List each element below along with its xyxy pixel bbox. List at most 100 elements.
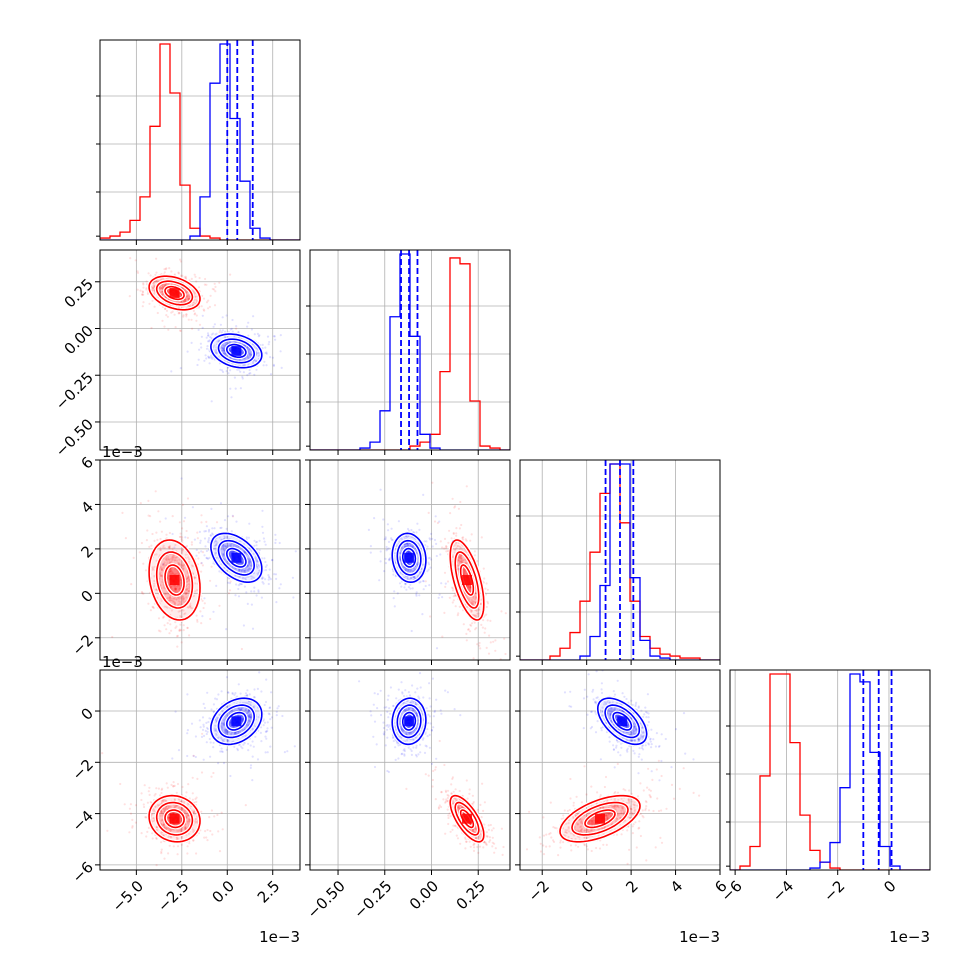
grid — [100, 459, 300, 660]
histogram-blue-2 — [520, 463, 720, 660]
peak-marker — [462, 813, 473, 824]
x-tick-label: 0 — [880, 877, 899, 896]
contour-blue-0 — [391, 697, 427, 746]
scatter-panel-2-0 — [95, 459, 301, 665]
x-tick-label: 0.25 — [453, 877, 489, 913]
x-tick-labels-col-2: −2 0 2 4 61e−3 — [525, 877, 731, 946]
axes-frame — [519, 669, 721, 871]
x-offset-label-col-3: 1e−3 — [889, 928, 930, 946]
y-tick-labels-row-3: −6 −4 −2 0 1e−3 — [69, 653, 143, 887]
contour-red-1 — [454, 551, 480, 609]
contour-red-0 — [148, 794, 201, 843]
peak-marker — [169, 287, 180, 298]
x-tick-label: −2 — [820, 877, 848, 905]
histogram-red-2 — [520, 463, 720, 660]
contour-red-1 — [155, 280, 194, 306]
scatter-panel-1-0 — [95, 249, 301, 455]
y-tick-label: 2 — [78, 542, 97, 561]
scatter-panel-3-0 — [95, 669, 301, 875]
grid — [310, 670, 510, 870]
contour-red-0 — [148, 275, 201, 311]
x-tick-labels-col-3: −6 −4 −2 01e−3 — [718, 877, 930, 946]
hist-panel-2 — [516, 459, 721, 665]
x-tick-label: −5.0 — [109, 877, 147, 915]
y-tick-label: 0.25 — [61, 275, 97, 311]
contour-red-1 — [454, 801, 480, 836]
y-tick-labels-row-1: −0.50−0.25 0.00 0.25 — [52, 275, 97, 460]
contour-blue-1 — [217, 338, 256, 364]
y-tick-label: −4 — [69, 807, 97, 835]
contour-blue-1 — [396, 539, 422, 576]
peak-marker — [617, 716, 628, 727]
y-tick-label: −2 — [69, 756, 97, 784]
histogram-red-3 — [730, 673, 930, 870]
peak-marker — [231, 716, 242, 727]
contour-blue-1 — [604, 704, 641, 739]
contour-blue-0 — [210, 532, 263, 583]
peak-marker — [404, 716, 415, 727]
hist-panel-3 — [726, 669, 931, 875]
axes-frame — [729, 669, 931, 871]
hist-panel-0 — [96, 39, 301, 245]
contour-red-1 — [155, 801, 194, 836]
y-tick-labels-row-2: −2 0 2 4 6 1e−3 — [69, 443, 143, 659]
peak-marker — [169, 575, 180, 585]
contour-blue-1 — [396, 704, 422, 739]
grid — [730, 670, 930, 870]
grid — [100, 670, 300, 870]
x-tick-label: 0.00 — [406, 877, 442, 913]
contour-red-0 — [559, 794, 641, 843]
contour-blue-1 — [217, 704, 256, 739]
y-offset-label-row-2: 1e−3 — [102, 443, 143, 461]
x-tick-label: −0.25 — [350, 877, 395, 922]
x-offset-label-col-2: 1e−3 — [679, 928, 720, 946]
contour-red-1 — [571, 801, 629, 836]
y-offset-label-row-3: 1e−3 — [102, 653, 143, 671]
axes-frame — [309, 459, 511, 661]
x-tick-label: −2 — [525, 877, 553, 905]
contour-red-0 — [449, 794, 485, 843]
contour-blue-0 — [210, 697, 263, 746]
histogram-red-0 — [100, 43, 300, 240]
y-tick-label: 0 — [78, 704, 97, 723]
peak-marker — [231, 552, 242, 563]
contour-blue-2 — [225, 711, 247, 731]
x-tick-labels-col-0: −5.0 −2.5 0.0 2.5 1e−3 — [109, 877, 300, 946]
axes-frame — [99, 39, 301, 241]
y-tick-label: 6 — [78, 453, 97, 472]
x-tick-label: 4 — [667, 877, 686, 896]
x-tick-label: 0 — [578, 877, 597, 896]
histogram-blue-1 — [310, 253, 510, 450]
contour-red-0 — [148, 539, 201, 621]
grid — [310, 250, 510, 450]
peak-marker — [462, 575, 473, 585]
y-tick-label: 0.00 — [61, 322, 97, 358]
axes-frame — [99, 669, 301, 871]
x-tick-label: −0.50 — [304, 877, 349, 922]
peak-marker — [231, 345, 242, 356]
peak-marker — [595, 813, 605, 824]
y-tick-label: 4 — [78, 498, 97, 517]
hist-panel-1 — [306, 249, 511, 455]
contour-blue-0 — [391, 532, 427, 584]
contour-red-2 — [459, 564, 475, 596]
peak-marker — [404, 552, 415, 563]
contour-blue-2 — [402, 711, 417, 731]
scatter-panel-3-2 — [515, 669, 721, 875]
x-tick-label: −2.5 — [154, 877, 192, 915]
contour-red-2 — [164, 564, 185, 596]
contour-blue-0 — [210, 333, 263, 369]
histogram-blue-3 — [730, 673, 930, 870]
contour-red-1 — [155, 551, 194, 609]
contour-blue-0 — [596, 697, 648, 746]
y-tick-label: 0 — [78, 587, 97, 606]
x-tick-label: 2 — [622, 877, 641, 896]
x-tick-label: −4 — [769, 877, 797, 905]
axes-frame — [519, 459, 721, 661]
axes-frame — [99, 459, 301, 661]
axes-frame — [309, 249, 511, 451]
contour-red-2 — [584, 809, 616, 829]
axes-frame — [99, 249, 301, 451]
y-tick-label: −0.50 — [52, 415, 97, 460]
